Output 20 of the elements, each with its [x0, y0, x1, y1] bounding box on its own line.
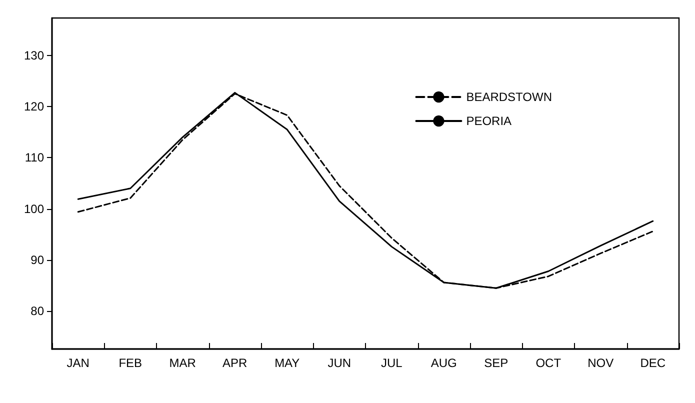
x-tick-label: JAN [66, 356, 90, 370]
legend-label: BEARDSTOWN [466, 90, 552, 104]
x-tick-label: JUL [380, 356, 403, 370]
legend-label: PEORIA [466, 114, 512, 128]
x-tick-label: NOV [588, 356, 614, 370]
x-tick-label: SEP [484, 356, 508, 370]
x-tick-label: APR [222, 356, 248, 370]
x-tick-label: DEC [640, 356, 666, 370]
x-tick-label: OCT [536, 356, 562, 370]
y-tick-label: 100 [24, 202, 44, 216]
x-tick-label: MAR [169, 356, 196, 370]
y-tick-label: 90 [30, 252, 44, 267]
y-tick-label: 80 [30, 304, 44, 318]
y-tick-label: 130 [24, 48, 44, 62]
x-tick-label: AUG [430, 356, 457, 370]
x-tick-label: MAY [274, 356, 300, 370]
y-tick-label: 110 [24, 150, 44, 165]
x-tick-label: JUN [328, 356, 352, 370]
x-tick-label: FEB [118, 356, 142, 370]
y-tick-label: 120 [24, 100, 44, 114]
